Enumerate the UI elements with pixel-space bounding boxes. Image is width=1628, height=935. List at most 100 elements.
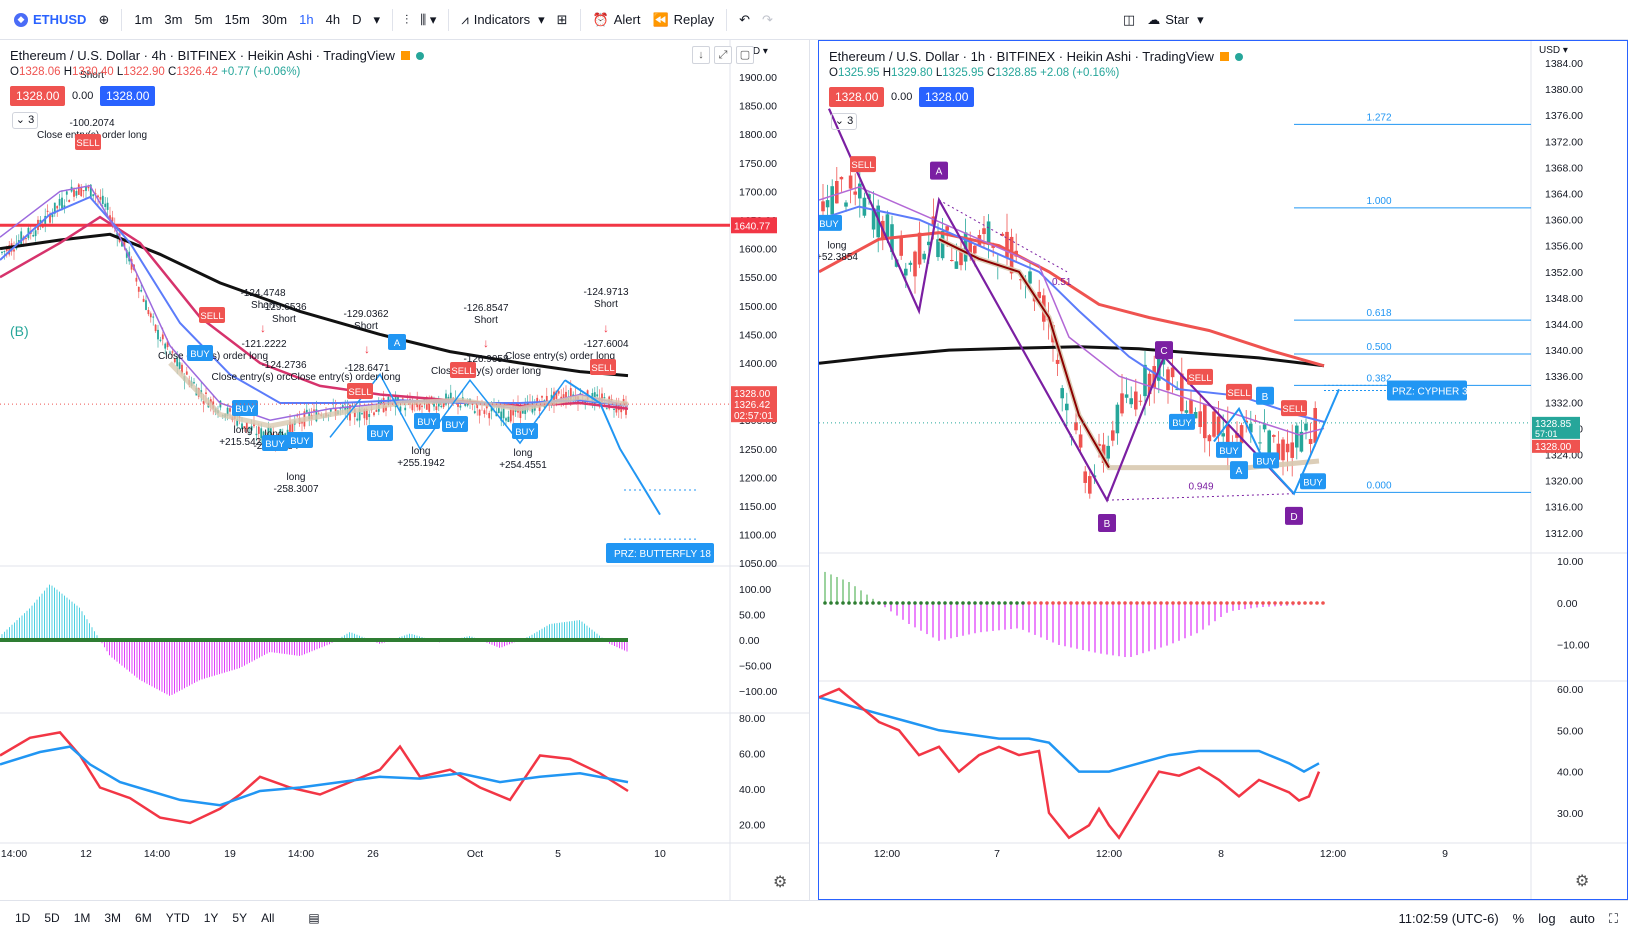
range-5d[interactable]: 5D	[44, 911, 60, 925]
buy-price-button[interactable]: 1328.00	[100, 86, 156, 106]
candle-body	[1097, 443, 1101, 447]
candle-body	[25, 238, 27, 240]
price-tick: 1400.00	[739, 358, 777, 370]
layout-icon[interactable]: ▢	[736, 46, 754, 64]
divider	[392, 8, 393, 31]
candles-icon[interactable]: ⫼ ▾	[420, 11, 437, 27]
scale-settings-icon[interactable]: ⛶	[1608, 910, 1618, 926]
chart-pane-right[interactable]: USD ▾ 1384.00 1380.00 1376.00 1372.00 1368.00…	[818, 40, 1628, 900]
candle-body	[5, 248, 8, 251]
range-ytd[interactable]: YTD	[165, 911, 190, 925]
prz-label: PRZ: CYPHER 3	[1392, 387, 1468, 398]
interval-5m[interactable]: 5m	[194, 12, 213, 27]
cloud-icon: ☁	[1147, 11, 1161, 27]
time-tick: 12:00	[874, 848, 900, 860]
range-5y[interactable]: 5Y	[232, 911, 248, 925]
signal-badge	[75, 134, 101, 150]
range-all[interactable]: All	[261, 911, 275, 925]
candle-body	[1184, 410, 1189, 413]
interval-dropdown-icon[interactable]: ▾	[373, 11, 380, 27]
stepper-left[interactable]: ⌄ 3	[12, 112, 38, 129]
alert-button[interactable]: ⏰ Alert	[587, 6, 647, 34]
candle-body	[538, 404, 541, 412]
date-range-icon[interactable]: ▤	[308, 911, 320, 925]
maximize-icon[interactable]: ⤢	[714, 46, 732, 64]
signal-label: SELL	[591, 363, 614, 374]
undo-icon[interactable]: ↶	[739, 11, 751, 27]
ohlc-left: O1328.06 H1330.40 L1322.90 C1326.42 +0.7…	[10, 66, 301, 78]
candle-body	[75, 191, 78, 196]
settings-gear-icon[interactable]: ⚙	[1575, 873, 1590, 890]
symbol-search[interactable]: ◆ ETHUSD	[8, 6, 92, 34]
interval-4h[interactable]: 4h	[325, 12, 341, 27]
scroll-down-icon[interactable]: ↓	[692, 46, 710, 64]
trade-annotation: Short	[474, 315, 498, 326]
range-6m[interactable]: 6M	[135, 911, 152, 925]
osc-dot	[883, 601, 887, 605]
range-3m[interactable]: 3M	[104, 911, 122, 925]
candle-body	[140, 289, 143, 292]
candle-body	[885, 214, 890, 238]
clock-label[interactable]: 11:02:59 (UTC-6)	[1398, 911, 1499, 926]
osc-dot	[1207, 601, 1211, 605]
harmonic-point-badge	[1230, 461, 1248, 480]
candle-body	[61, 197, 63, 209]
candle-body	[483, 410, 486, 414]
osc-dot	[1291, 601, 1295, 605]
osc-dot	[1069, 601, 1073, 605]
settings-gear-icon[interactable]: ⚙	[773, 874, 788, 891]
candle-body	[73, 189, 75, 197]
percent-toggle[interactable]: %	[1512, 911, 1525, 926]
compare-add-icon[interactable]: ⊕	[98, 11, 110, 27]
candle-body	[399, 406, 402, 412]
chart-canvas-left[interactable]: USD ▾1900.001850.001800.001750.001700.00…	[0, 40, 810, 900]
candle-body	[1285, 443, 1290, 453]
price-tick: 1368.00	[1545, 162, 1583, 174]
open-value: 1325.95	[837, 67, 880, 79]
candle-body	[291, 423, 294, 435]
candle-body	[8, 245, 11, 255]
interval-30m[interactable]: 30m	[261, 12, 288, 27]
range-1d[interactable]: 1D	[15, 911, 31, 925]
chart-canvas-right[interactable]: USD ▾ 1384.00 1380.00 1376.00 1372.00 1368.00…	[819, 41, 1627, 899]
chart-pane-left[interactable]: USD ▾1900.001850.001800.001750.001700.00…	[0, 40, 810, 900]
interval-15m[interactable]: 15m	[224, 12, 250, 27]
indicators-button[interactable]: ⩘ Indicators ▾	[455, 6, 550, 34]
time-tick: 8	[1218, 848, 1224, 860]
buy-price-button[interactable]: 1328.00	[919, 87, 975, 107]
candle-body	[1308, 438, 1313, 444]
interval-1h[interactable]: 1h	[299, 12, 314, 27]
signal-badge	[1226, 383, 1252, 400]
fib-level-label: 0.500	[1366, 342, 1391, 353]
candle-body	[41, 226, 44, 228]
osc-dot	[1009, 601, 1013, 605]
layout-grid-icon[interactable]: ⊞	[556, 11, 568, 27]
candle-body	[65, 191, 68, 195]
bar-style-icon[interactable]: ⫶	[405, 11, 409, 27]
osc-dot	[1117, 601, 1121, 605]
log-toggle[interactable]: log	[1538, 911, 1556, 926]
candle-body	[13, 249, 15, 252]
range-1y[interactable]: 1Y	[203, 911, 219, 925]
osc-dot	[1105, 601, 1109, 605]
star-button[interactable]: ☁ Star ▾	[1141, 6, 1209, 34]
candle-body	[968, 238, 972, 255]
stepper-right[interactable]: ⌄ 3	[831, 113, 857, 130]
candle-body	[1180, 373, 1184, 412]
osc-dot	[1099, 601, 1103, 605]
osc-dot	[1153, 601, 1157, 605]
redo-icon[interactable]: ↷	[762, 11, 773, 27]
candle-body	[457, 402, 459, 407]
interval-3m[interactable]: 3m	[164, 12, 183, 27]
interval-D[interactable]: D	[352, 12, 362, 27]
replay-button[interactable]: ⏪ Replay	[646, 6, 720, 34]
range-1m[interactable]: 1M	[73, 911, 91, 925]
trade-annotation: +215.5422	[219, 437, 267, 448]
sell-price-button[interactable]: 1328.00	[10, 86, 66, 106]
sell-price-button[interactable]: 1328.00	[829, 87, 885, 107]
layout-split-icon[interactable]: ◫	[1122, 11, 1136, 27]
interval-1m[interactable]: 1m	[134, 12, 153, 27]
price-tick: 1800.00	[739, 129, 777, 141]
time-tick: 9	[1442, 848, 1448, 860]
auto-toggle[interactable]: auto	[1569, 911, 1595, 926]
